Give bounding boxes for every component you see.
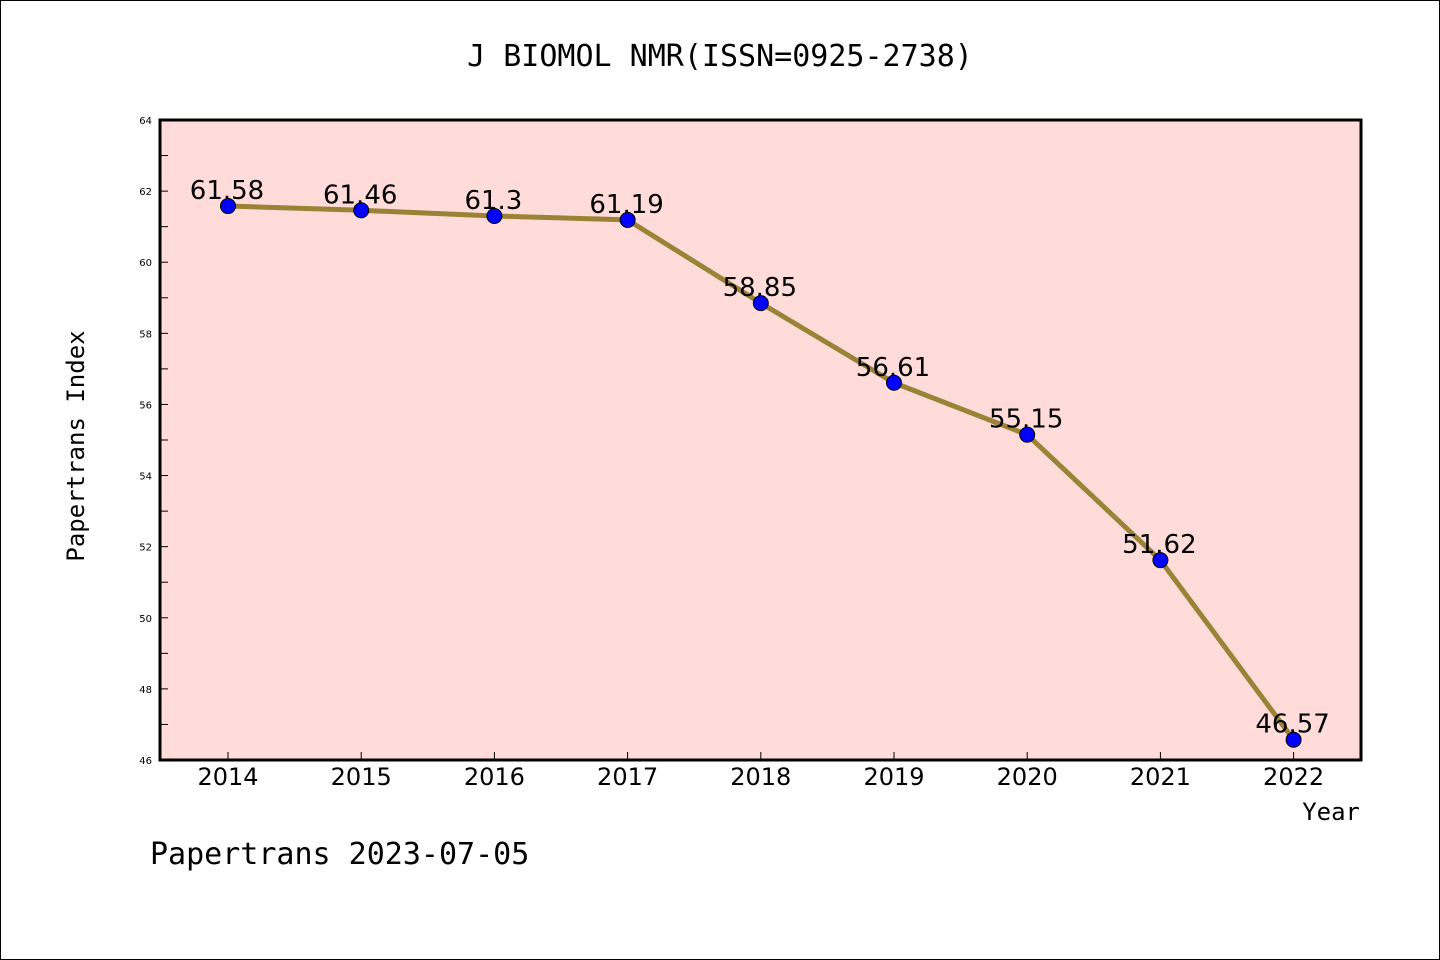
data-point-2022 [1285,731,1302,748]
data-label-2017: 61.19 [589,190,663,220]
data-label-2022: 46.57 [1255,710,1329,740]
data-point-2015 [353,202,370,219]
y-tick-label: 52 [139,543,152,554]
data-point-2019 [886,374,902,391]
data-point-2017 [619,211,636,228]
data-points [220,198,1302,748]
x-tick-label: 2019 [863,763,924,791]
plot-area [158,118,1363,762]
x-tick-label: 2017 [597,763,658,791]
x-tick-label: 2014 [197,763,258,791]
y-tick-label: 54 [139,472,152,483]
data-point-2016 [486,208,503,224]
footer-text: Papertrans 2023-07-05 [150,837,529,872]
x-tick-label: 2016 [464,763,525,791]
data-label-2019: 56.61 [856,353,930,383]
x-tick-label: 2020 [997,763,1058,791]
x-axis-label: Year [1302,798,1360,826]
data-point-2014 [220,198,236,215]
x-tick-label: 2018 [730,763,791,791]
y-tick-label: 64 [139,116,152,127]
y-tick-label: 62 [139,187,152,198]
x-axis: 2014 2015 2016 2017 2018 2019 2020 2021 2022 [197,752,1324,791]
data-label-2021: 51.62 [1122,530,1196,560]
data-labels: 61.58 61.46 61.3 61.19 58.85 56.61 55.15 51.62 4… [190,176,1330,740]
data-point-2018 [752,295,769,312]
y-tick-label: 60 [139,258,152,269]
data-label-2016: 61.3 [464,186,522,216]
data-point-2020 [1019,426,1036,443]
y-axis-label: Papertrans Index [62,330,90,561]
x-tick-label: 2021 [1130,763,1191,791]
data-label-2020: 55.15 [989,405,1063,435]
y-tick-label: 58 [139,329,152,340]
x-tick-label: 2015 [331,763,392,791]
data-label-2014: 61.58 [190,176,264,206]
x-tick-label: 2022 [1263,763,1324,791]
data-label-2018: 58.85 [723,273,797,303]
data-point-2021 [1152,552,1169,569]
y-tick-label: 50 [139,614,152,625]
chart-title: J BIOMOL NMR(ISSN=0925-2738) [467,39,973,74]
y-tick-label: 46 [139,756,152,767]
data-label-2015: 61.46 [323,180,397,210]
y-axis: 46 48 50 52 54 56 58 60 62 64 [139,116,168,767]
y-tick-label: 48 [139,685,152,696]
y-tick-label: 56 [139,400,152,411]
